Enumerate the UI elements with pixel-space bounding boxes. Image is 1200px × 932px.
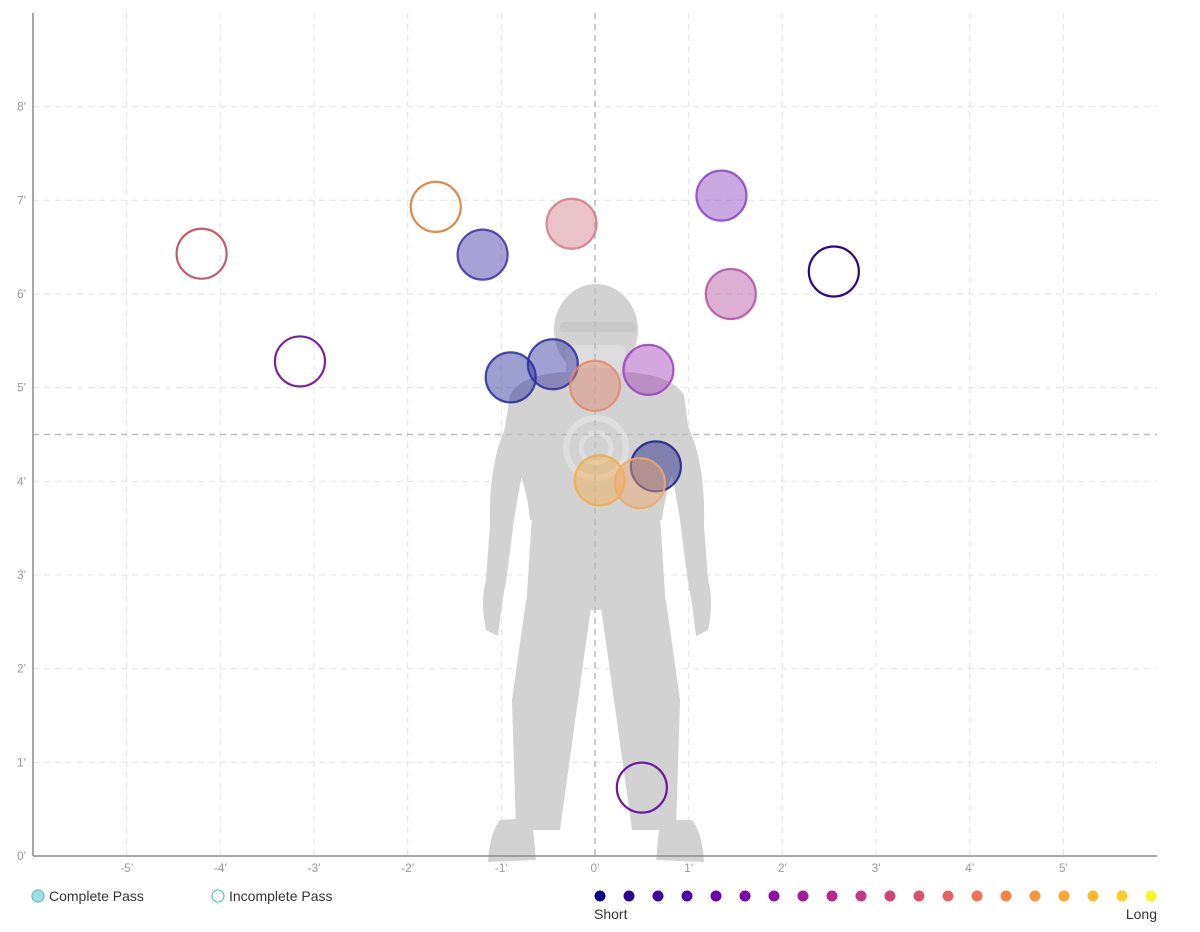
incomplete-pass-point[interactable]	[409, 180, 462, 233]
scale-dot	[652, 890, 664, 902]
incomplete-pass-point[interactable]	[807, 245, 860, 298]
scale-dot	[1000, 890, 1012, 902]
distance-color-scale	[594, 890, 1157, 902]
x-tick-label: 3'	[872, 861, 881, 875]
complete-pass-point[interactable]	[704, 267, 757, 321]
incomplete-pass-label: Incomplete Pass	[229, 888, 333, 904]
complete-pass-label: Complete Pass	[49, 888, 144, 904]
y-tick-label: 1'	[17, 755, 26, 769]
scale-dot	[1058, 890, 1070, 902]
x-tick-label: -1'	[495, 861, 508, 875]
incomplete-pass-point[interactable]	[175, 227, 228, 280]
x-tick-label: -4'	[214, 861, 227, 875]
y-tick-label: 3'	[17, 568, 26, 582]
x-tick-label: -2'	[401, 861, 414, 875]
x-tick-label: 5'	[1059, 861, 1068, 875]
scale-long-label: Long	[1126, 906, 1157, 922]
x-tick-label: 1'	[684, 861, 693, 875]
axes	[32, 13, 1157, 857]
x-tick-label: 4'	[965, 861, 974, 875]
y-tick-label: 8'	[17, 100, 26, 114]
scale-dot	[623, 890, 635, 902]
scale-dot	[971, 890, 983, 902]
scale-dot	[797, 890, 809, 902]
scale-dot	[942, 890, 954, 902]
incomplete-pass-point[interactable]	[615, 761, 668, 814]
scale-short-label: Short	[594, 906, 628, 922]
scale-dot	[855, 890, 867, 902]
complete-pass-point[interactable]	[629, 440, 682, 493]
complete-pass-point[interactable]	[568, 359, 622, 412]
x-tick-label: 0'	[591, 861, 600, 875]
scale-dot	[768, 890, 780, 902]
scale-dot	[826, 890, 838, 902]
complete-pass-point[interactable]	[573, 454, 626, 507]
scale-dot	[1087, 890, 1099, 902]
complete-pass-point[interactable]	[484, 351, 537, 404]
y-tick-label: 0'	[17, 849, 26, 863]
complete-pass-point[interactable]	[526, 338, 579, 391]
complete-pass-point[interactable]	[695, 169, 748, 222]
scale-dot	[710, 890, 722, 902]
y-tick-label: 4'	[17, 474, 26, 488]
complete-pass-point[interactable]	[613, 457, 667, 510]
complete-pass-point[interactable]	[456, 228, 509, 281]
x-tick-label: -5'	[120, 861, 133, 875]
y-tick-label: 7'	[17, 193, 26, 207]
x-tick-label: 2'	[778, 861, 787, 875]
y-tick-label: 5'	[17, 381, 26, 395]
scale-dot	[1116, 890, 1128, 902]
y-tick-label: 6'	[17, 287, 26, 301]
scale-dot	[1145, 890, 1157, 902]
y-tick-label: 2'	[17, 662, 26, 676]
scale-dot	[739, 890, 751, 902]
scale-dot	[913, 890, 925, 902]
scale-dot	[594, 890, 606, 902]
incomplete-pass-point[interactable]	[273, 335, 327, 388]
tick-labels: -5' -4' -3' -2' -1' 0' 1' 2' 3' 4' 5' 0' 1' 2' 3' 4' 5' 6…	[17, 100, 1068, 875]
reference-lines	[33, 13, 1157, 856]
scale-dot	[681, 890, 693, 902]
scale-dot	[1029, 890, 1041, 902]
x-tick-label: -3'	[308, 861, 321, 875]
complete-pass-marker	[31, 889, 45, 903]
incomplete-pass-marker	[211, 889, 225, 903]
pass-points	[175, 169, 860, 814]
scale-dot	[884, 890, 896, 902]
legend: Complete Pass Incomplete Pass	[31, 888, 333, 904]
complete-pass-point[interactable]	[622, 343, 675, 396]
complete-pass-point[interactable]	[545, 197, 598, 250]
